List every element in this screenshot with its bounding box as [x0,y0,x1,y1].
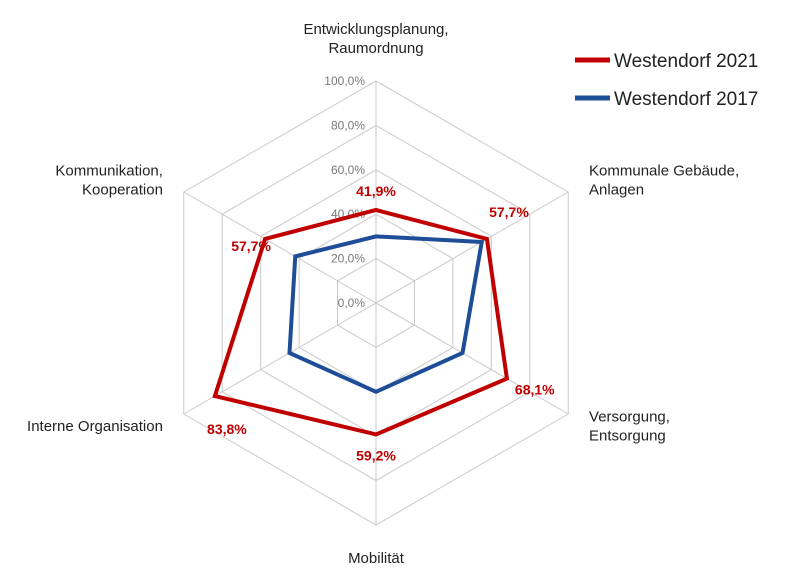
legend: Westendorf 2021 Westendorf 2017 [575,51,758,110]
data-label: 41,9% [356,183,396,199]
category-label: Entwicklungsplanung, [303,21,448,38]
radial-tick-labels: 0,0%20,0%40,0%60,0%80,0%100,0% [324,74,365,310]
category-label: Raumordnung [328,40,423,57]
data-label: 83,8% [207,421,247,437]
category-label: Kommunikation, [55,163,163,180]
category-label: Anlagen [589,182,644,199]
grid-spoke [375,302,569,415]
series-line-westendorf-2021 [212,207,510,437]
tick-label: 80,0% [331,118,365,132]
tick-label: 0,0% [338,296,366,310]
legend-label-westendorf-2017: Westendorf 2017 [614,89,758,110]
legend-label-westendorf-2021: Westendorf 2021 [614,51,758,72]
grid-spoke [375,191,569,304]
category-label: Interne Organisation [27,418,163,435]
series-line-westendorf-2017 [287,234,485,394]
category-labels: Entwicklungsplanung, Raumordnung Kommunale… [27,21,739,567]
tick-label: 20,0% [331,252,365,266]
category-label: Kommunale Gebäude, [589,163,739,180]
category-label: Mobilität [348,550,405,567]
data-label: 57,7% [231,238,271,254]
category-label: Kooperation [82,182,163,199]
data-label: 59,2% [356,447,396,463]
category-label: Entsorgung [589,428,666,445]
data-label: 57,7% [489,204,529,220]
category-label: Versorgung, [589,409,670,426]
data-label: 68,1% [515,382,555,398]
tick-label: 60,0% [331,163,365,177]
data-series [212,207,510,437]
grid-spoke [183,191,377,304]
tick-label: 100,0% [324,74,365,88]
data-labels: 41,9% 57,7% 68,1% 59,2% 83,8% 57,7% [207,183,555,463]
